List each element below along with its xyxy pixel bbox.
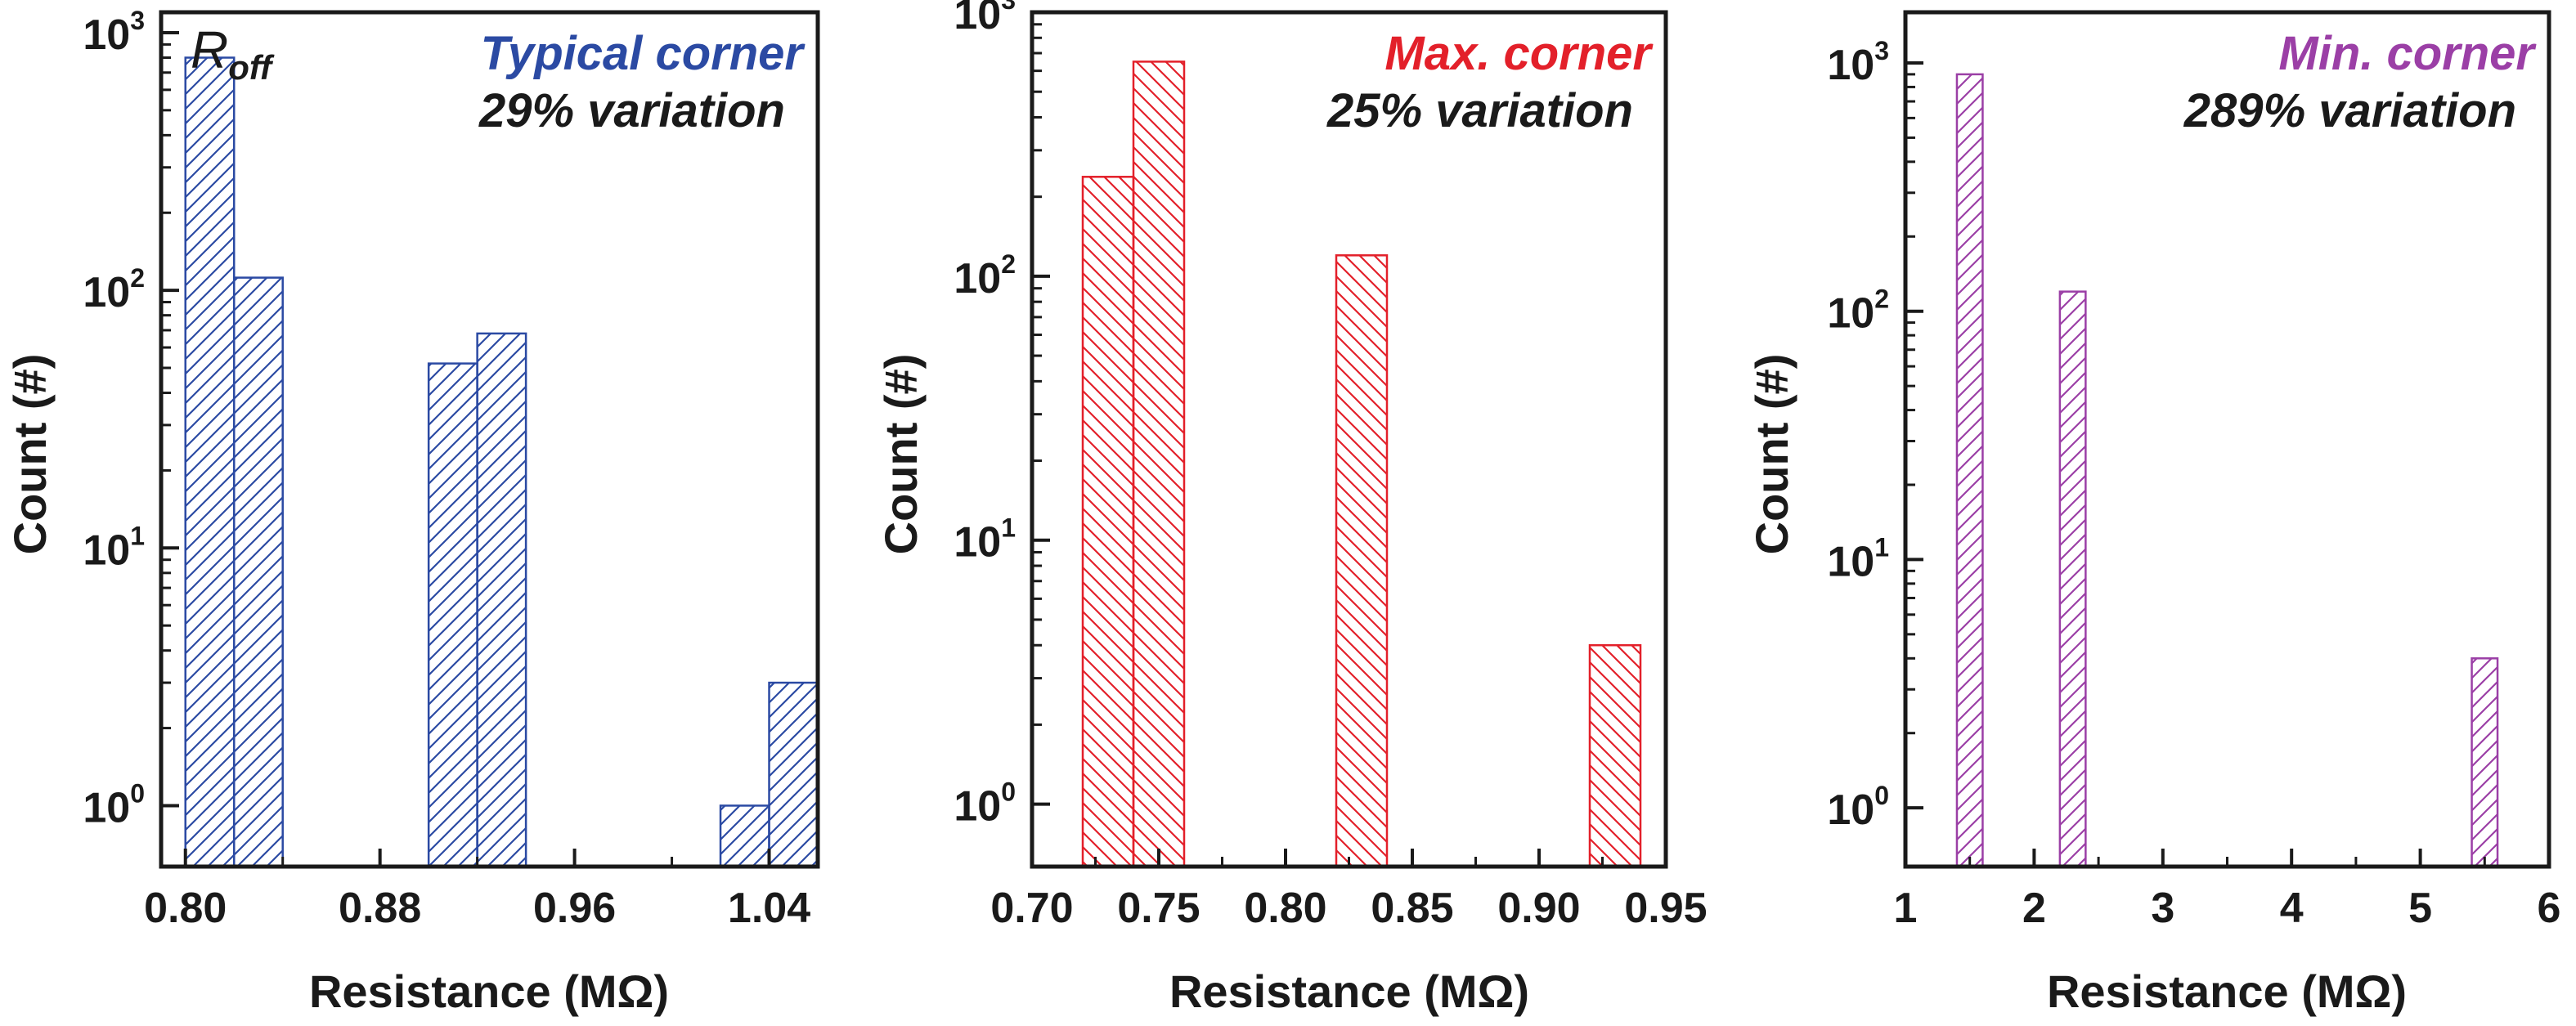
histogram-bar-1 [1081, 176, 1135, 868]
corner-title: Min. corner [2278, 27, 2537, 80]
y-tick-label: 103 [954, 0, 1016, 38]
x-tick-label: 0.80 [1244, 885, 1326, 932]
r-off-label: Roff [191, 20, 275, 87]
y-tick-label: 101 [83, 521, 145, 574]
histogram-bar-3 [1335, 254, 1389, 868]
y-tick-label: 102 [954, 249, 1016, 302]
corner-title: Typical corner [481, 27, 806, 80]
histogram-bar-3 [2471, 657, 2499, 868]
x-tick-label: 0.90 [1497, 885, 1580, 932]
plot-frame [159, 10, 820, 869]
x-tick-label: 0.85 [1371, 885, 1453, 932]
y-tick-label: 103 [1827, 36, 1889, 89]
x-tick-label: 1 [1894, 885, 1918, 932]
x-tick-label: 0.70 [990, 885, 1073, 932]
histogram-bar-2 [2058, 290, 2087, 868]
y-tick-label: 102 [83, 263, 145, 316]
x-tick-label: 2 [2022, 885, 2046, 932]
variation-annotation: 25% variation [1326, 84, 1633, 137]
y-axis-title: Count (#) [1746, 354, 1797, 555]
x-tick-label: 0.80 [144, 885, 227, 932]
histogram-bar-2 [1132, 60, 1186, 868]
y-tick-label: 100 [1827, 781, 1889, 834]
histogram-bar-1 [184, 56, 236, 868]
y-tick-label: 102 [1827, 285, 1889, 338]
y-tick-label: 103 [83, 6, 145, 59]
x-tick-label: 4 [2280, 885, 2304, 932]
y-axis-title: Count (#) [875, 354, 927, 555]
x-tick-label: 1.04 [728, 885, 810, 932]
histogram-bar-4 [1588, 643, 1642, 868]
histogram-bar-2 [232, 276, 284, 868]
histogram-bar-6 [768, 681, 819, 868]
histogram-bar-3 [427, 362, 478, 868]
x-tick-label: 0.96 [533, 885, 616, 932]
x-axis-title: Resistance (MΩ) [1169, 966, 1529, 1017]
histogram-bar-5 [719, 804, 770, 868]
y-tick-label: 100 [83, 778, 145, 831]
x-tick-label: 6 [2538, 885, 2561, 932]
panel-2: 0.70 0.75 0.80 0.85 0.90 0.95 100 101 102 103 Resi… [875, 0, 1708, 1017]
histogram-bar-4 [476, 332, 527, 868]
plot-frame [1903, 10, 2551, 869]
histogram-bar-1 [1955, 73, 1984, 868]
variation-annotation: 289% variation [2183, 84, 2516, 137]
x-tick-label: 3 [2151, 885, 2174, 932]
x-tick-label: 5 [2408, 885, 2432, 932]
panel-3: 1 2 3 4 5 6 100 101 102 103 Resistance (MΩ) Count (… [1746, 10, 2561, 1017]
y-tick-label: 101 [1827, 532, 1889, 585]
x-axis-title: Resistance (MΩ) [2047, 966, 2407, 1017]
x-axis-title: Resistance (MΩ) [309, 966, 669, 1017]
x-tick-label: 0.75 [1117, 885, 1200, 932]
y-tick-label: 101 [954, 513, 1016, 567]
corner-title: Max. corner [1384, 27, 1654, 80]
y-tick-label: 100 [954, 777, 1016, 831]
x-tick-label: 0.88 [339, 885, 421, 932]
x-tick-label: 0.95 [1624, 885, 1707, 932]
variation-annotation: 29% variation [478, 84, 785, 137]
panel-1: 0.80 0.88 0.96 1.04 100 101 102 103 Resistance (… [4, 6, 820, 1017]
y-axis-title: Count (#) [4, 354, 56, 555]
